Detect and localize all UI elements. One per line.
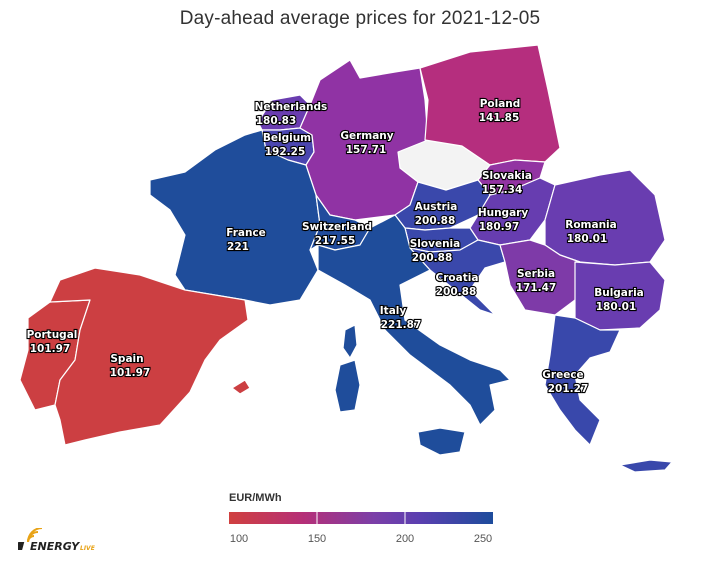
label-slovenia-name: Slovenia (410, 238, 461, 250)
region-croatia[interactable] (409, 239, 506, 316)
label-serbia-name: Serbia (517, 268, 555, 280)
region-romania[interactable] (544, 169, 666, 266)
region-sardinia[interactable] (334, 359, 361, 413)
label-belgium-name: Belgium (263, 132, 311, 144)
legend-color-bar (229, 512, 493, 524)
svg-text:LIVE: LIVE (80, 545, 96, 552)
label-italy-value: 221.87 (381, 319, 422, 331)
legend-tick: 200 (395, 533, 415, 545)
label-bulgaria-name: Bulgaria (594, 287, 644, 299)
label-romania-name: Romania (565, 219, 617, 231)
label-netherlands-name: Netherlands (255, 101, 328, 113)
region-corsica[interactable] (342, 324, 358, 359)
region-balearics[interactable] (231, 379, 251, 395)
label-portugal-value: 101.97 (30, 343, 71, 355)
legend-title: EUR/MWh (229, 492, 282, 504)
label-italy-name: Italy (380, 305, 407, 317)
label-germany-name: Germany (340, 130, 393, 142)
region-italy[interactable] (317, 214, 511, 426)
svg-text:ENERGY: ENERGY (30, 540, 80, 553)
label-germany-value: 157.71 (346, 144, 387, 156)
region-sicily[interactable] (417, 427, 466, 456)
label-france-value: 221 (227, 241, 249, 253)
map-labels: Netherlands 180.83 Belgium 192.25 German… (26, 97, 645, 396)
label-austria-name: Austria (415, 201, 458, 213)
label-hungary-value: 180.97 (479, 221, 520, 233)
label-austria-value: 200.88 (415, 215, 456, 227)
label-slovenia-value: 200.88 (412, 252, 453, 264)
label-bulgaria-value: 180.01 (596, 301, 637, 313)
label-france-name: France (226, 227, 266, 239)
region-bulgaria[interactable] (574, 261, 666, 331)
legend-tick: 150 (307, 533, 327, 545)
label-greece-name: Greece (542, 369, 583, 381)
label-serbia-value: 171.47 (516, 282, 557, 294)
label-slovakia-value: 157.34 (482, 184, 523, 196)
label-poland-value: 141.85 (479, 112, 520, 124)
energy-live-logo: ENERGY LIVE (18, 528, 96, 553)
label-portugal-name: Portugal (27, 329, 78, 341)
label-croatia-name: Croatia (436, 272, 479, 284)
label-spain-value: 101.97 (110, 367, 151, 379)
region-france[interactable] (149, 129, 321, 306)
label-belgium-value: 192.25 (265, 146, 306, 158)
region-greece[interactable] (544, 314, 621, 446)
label-slovakia-name: Slovakia (482, 170, 532, 182)
signal-icon (18, 528, 43, 550)
label-poland-name: Poland (480, 98, 521, 110)
label-switzerland-value: 217.55 (315, 235, 356, 247)
label-netherlands-value: 180.83 (256, 115, 297, 127)
label-romania-value: 180.01 (567, 233, 608, 245)
label-croatia-value: 200.88 (436, 286, 477, 298)
legend-tick: 250 (473, 533, 493, 545)
legend-tick: 100 (229, 533, 249, 545)
map-title: Day-ahead average prices for 2021-12-05 (179, 8, 541, 29)
region-spain[interactable] (49, 267, 249, 446)
label-spain-name: Spain (110, 353, 143, 365)
label-hungary-name: Hungary (478, 207, 529, 219)
region-crete[interactable] (619, 459, 673, 473)
label-greece-value: 201.27 (548, 383, 589, 395)
label-switzerland-name: Switzerland (302, 221, 372, 233)
